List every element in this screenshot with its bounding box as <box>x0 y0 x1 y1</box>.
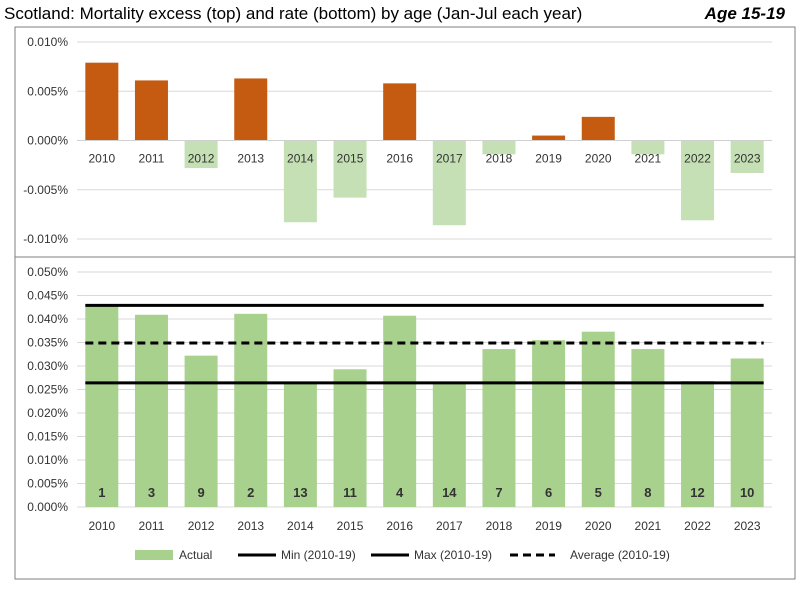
rank-label: 7 <box>495 485 502 500</box>
rank-label: 11 <box>343 485 357 500</box>
x-tick-label: 2018 <box>486 519 513 533</box>
excess-bar <box>283 140 317 223</box>
x-tick-label: 2015 <box>337 152 364 166</box>
chart-title: Scotland: Mortality excess (top) and rat… <box>4 4 583 23</box>
x-tick-label: 2013 <box>237 152 264 166</box>
legend-label: Min (2010-19) <box>281 548 356 562</box>
excess-bar <box>581 116 615 141</box>
excess-bar <box>532 135 566 141</box>
excess-bar <box>184 140 218 169</box>
rank-label: 9 <box>197 485 204 500</box>
x-tick-label: 2017 <box>436 519 463 533</box>
x-tick-label: 2023 <box>734 519 761 533</box>
x-tick-label: 2012 <box>188 152 215 166</box>
x-tick-label: 2020 <box>585 519 612 533</box>
excess-bar <box>383 83 417 141</box>
rank-label: 4 <box>396 485 404 500</box>
y-tick-label: 0.000% <box>27 500 68 514</box>
x-tick-label: 2016 <box>386 519 413 533</box>
rank-label: 5 <box>595 485 602 500</box>
actual-bar <box>482 349 516 507</box>
x-tick-label: 2010 <box>88 152 115 166</box>
x-tick-label: 2019 <box>535 152 562 166</box>
y-tick-label: -0.005% <box>23 183 68 197</box>
x-tick-label: 2010 <box>88 519 115 533</box>
rank-label: 13 <box>293 485 307 500</box>
x-tick-label: 2018 <box>486 152 513 166</box>
x-tick-label: 2011 <box>139 519 165 533</box>
y-tick-label: 0.040% <box>27 312 68 326</box>
rank-label: 8 <box>644 485 651 500</box>
legend-label: Average (2010-19) <box>570 548 670 562</box>
y-tick-label: 0.010% <box>27 35 68 49</box>
y-tick-label: 0.025% <box>27 383 68 397</box>
x-tick-label: 2021 <box>635 519 662 533</box>
y-tick-label: 0.035% <box>27 336 68 350</box>
x-tick-label: 2017 <box>436 152 463 166</box>
rank-label: 6 <box>545 485 552 500</box>
actual-bar <box>432 382 466 507</box>
excess-bar <box>234 78 268 141</box>
excess-bar <box>85 62 119 141</box>
x-tick-label: 2019 <box>535 519 562 533</box>
legend-swatch-actual <box>135 550 173 560</box>
legend-label: Max (2010-19) <box>414 548 492 562</box>
y-tick-label: 0.005% <box>27 477 68 491</box>
excess-bar <box>681 140 715 221</box>
rank-label: 14 <box>442 485 457 500</box>
actual-bar <box>85 305 119 507</box>
top-chart-frame <box>14 26 796 258</box>
rank-label: 10 <box>740 485 754 500</box>
rate-chart: 0.050% 0.045% 0.040% 0.035% 0.030% 0.025% 0.02… <box>27 265 772 533</box>
x-tick-label: 2015 <box>337 519 364 533</box>
x-tick-label: 2011 <box>139 152 165 166</box>
y-tick-label: 0.010% <box>27 453 68 467</box>
legend: Actual Min (2010-19) Max (2010-19) Average … <box>135 548 670 562</box>
excess-bar <box>134 80 168 141</box>
actual-bar <box>383 315 417 507</box>
actual-bar <box>631 349 665 507</box>
actual-bar <box>184 355 218 507</box>
x-tick-label: 2013 <box>237 519 264 533</box>
actual-bar <box>681 381 715 507</box>
excess-bar <box>432 140 466 226</box>
age-group-label: Age 15-19 <box>704 4 785 23</box>
actual-bar <box>234 313 268 507</box>
y-tick-label: 0.000% <box>27 134 68 148</box>
x-tick-label: 2022 <box>684 152 711 166</box>
excess-bar <box>482 140 516 155</box>
actual-bar <box>581 331 615 507</box>
y-tick-label: 0.030% <box>27 359 68 373</box>
x-tick-label: 2016 <box>386 152 413 166</box>
legend-label: Actual <box>179 548 212 562</box>
x-tick-label: 2022 <box>684 519 711 533</box>
rank-label: 1 <box>98 485 105 500</box>
excess-bar <box>631 140 665 155</box>
excess-bar <box>333 140 367 198</box>
excess-bar <box>730 140 764 174</box>
y-tick-label: 0.005% <box>27 84 68 98</box>
x-tick-label: 2020 <box>585 152 612 166</box>
bottom-chart-frame <box>14 256 796 580</box>
x-tick-label: 2014 <box>287 152 314 166</box>
y-tick-label: 0.045% <box>27 289 68 303</box>
y-tick-label: 0.020% <box>27 406 68 420</box>
actual-bar <box>134 314 168 507</box>
y-tick-label: -0.010% <box>23 232 68 246</box>
x-tick-label: 2021 <box>635 152 662 166</box>
actual-bar <box>532 340 566 507</box>
x-tick-label: 2012 <box>188 519 215 533</box>
actual-bar <box>283 382 317 507</box>
rank-label: 12 <box>690 485 704 500</box>
rank-label: 2 <box>247 485 254 500</box>
rank-label: 3 <box>148 485 155 500</box>
x-tick-label: 2023 <box>734 152 761 166</box>
x-tick-label: 2014 <box>287 519 314 533</box>
y-tick-label: 0.050% <box>27 265 68 279</box>
y-tick-label: 0.015% <box>27 430 68 444</box>
actual-bar <box>333 369 367 507</box>
excess-chart: 0.010% 0.005% 0.000% -0.005% -0.010% 2010 2011… <box>23 35 772 246</box>
